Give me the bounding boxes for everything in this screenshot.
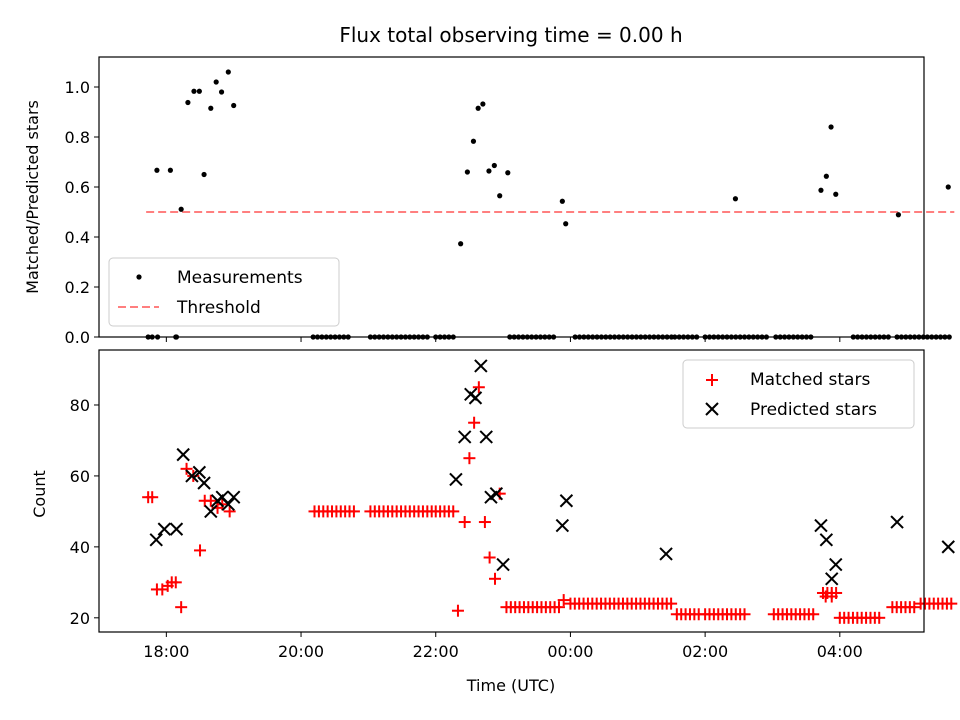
top-y-axis-label: Matched/Predicted stars (23, 100, 42, 294)
x-axis-label: Time (UTC) (466, 676, 555, 695)
measurement-point (480, 101, 485, 106)
predicted-star-point (150, 534, 162, 546)
measurement-point (560, 199, 565, 204)
bottom-y-tick-label: 20 (70, 609, 90, 628)
measurement-point (191, 89, 196, 94)
predicted-star-point (815, 520, 827, 532)
top-y-tick-label: 0.0 (65, 328, 90, 347)
measurement-point (219, 89, 224, 94)
measurement-point (201, 172, 206, 177)
measurement-point (492, 163, 497, 168)
top-y-tick-label: 0.2 (65, 278, 90, 297)
predicted-star-point (177, 449, 189, 461)
predicted-star-point (170, 523, 182, 535)
measurement-point (458, 241, 463, 246)
bottom-y-axis-label: Count (30, 470, 49, 518)
matched-star-point (452, 605, 464, 617)
matched-star-point (468, 417, 480, 429)
threshold-legend-label: Threshold (176, 298, 261, 318)
predicted-star-point (480, 431, 492, 443)
measurement-point (154, 168, 159, 173)
bottom-x-ticks: 18:00 20:00 22:00 00:00 02:00 04:00 (143, 632, 863, 661)
predicted-star-point (475, 360, 487, 372)
measurement-point (185, 100, 190, 105)
measurement-point (563, 221, 568, 226)
matched-legend-label: Matched stars (750, 370, 870, 390)
predicted-star-point (450, 473, 462, 485)
measurement-point (486, 168, 491, 173)
measurement-point (497, 193, 502, 198)
measurement-point (214, 79, 219, 84)
bottom-x-tick-label: 20:00 (278, 642, 324, 661)
measurement-point (733, 196, 738, 201)
top-y-tick-label: 0.6 (65, 178, 90, 197)
predicted-legend-label: Predicted stars (750, 400, 877, 420)
predicted-star-point (459, 431, 471, 443)
measurement-point (824, 174, 829, 179)
predicted-star-point (556, 520, 568, 532)
matched-star-point (463, 452, 475, 464)
matched-star-point (205, 495, 217, 507)
measurement-point (208, 106, 213, 111)
chart-title: Flux total observing time = 0.00 h (339, 23, 682, 47)
predicted-star-point (560, 495, 572, 507)
predicted-star-point (660, 548, 672, 560)
bottom-y-tick-label: 40 (70, 538, 90, 557)
bottom-x-tick-label: 18:00 (143, 642, 189, 661)
predicted-star-point (158, 523, 170, 535)
measurement-point (818, 188, 823, 193)
measurement-point (231, 103, 236, 108)
measurement-point (226, 69, 231, 74)
measurement-point (476, 106, 481, 111)
predicted-star-point (228, 491, 240, 503)
measurement-point (168, 168, 173, 173)
matched-star-point (459, 516, 471, 528)
top-y-tick-label: 0.8 (65, 128, 90, 147)
matched-star-point (479, 516, 491, 528)
measurement-point (505, 170, 510, 175)
predicted-star-point (198, 477, 210, 489)
bottom-x-tick-label: 02:00 (682, 642, 728, 661)
bottom-y-tick-label: 60 (70, 467, 90, 486)
measurements-legend-marker (136, 274, 141, 279)
predicted-star-point (820, 534, 832, 546)
predicted-star-point (942, 541, 954, 553)
matched-star-point (175, 601, 187, 613)
top-y-tick-label: 0.4 (65, 228, 90, 247)
bottom-x-tick-label: 22:00 (413, 642, 459, 661)
matched-star-point (181, 463, 193, 475)
measurements-legend-label: Measurements (177, 268, 303, 288)
measurement-point (197, 89, 202, 94)
predicted-star-point (205, 505, 217, 517)
measurement-point (179, 207, 184, 212)
matched-star-point (484, 552, 496, 564)
predicted-star-point (830, 559, 842, 571)
predicted-star-point (469, 392, 481, 404)
top-y-ticks: 0.0 0.2 0.4 0.6 0.8 1.0 (65, 78, 99, 347)
top-y-tick-label: 1.0 (65, 78, 90, 97)
predicted-star-point (891, 516, 903, 528)
bottom-legend: Matched stars Predicted stars (683, 360, 914, 428)
measurement-point (946, 184, 951, 189)
measurement-point (828, 124, 833, 129)
predicted-star-point (497, 559, 509, 571)
bottom-y-ticks: 20 40 60 80 (70, 396, 99, 628)
measurement-point (947, 334, 952, 339)
bottom-y-tick-label: 80 (70, 396, 90, 415)
measurement-point (833, 192, 838, 197)
measurement-point (896, 212, 901, 217)
measurement-point (471, 139, 476, 144)
bottom-x-tick-label: 00:00 (547, 642, 593, 661)
figure: Flux total observing time = 0.00 h 0.00.… (0, 0, 960, 720)
measurement-point (465, 169, 470, 174)
top-panel: 0.0 0.2 0.4 0.6 0.8 1.0 Matched/Predicted sta… (23, 57, 954, 347)
top-legend: Measurements Threshold (109, 258, 339, 326)
matched-star-point (194, 544, 206, 556)
predicted-star-point (826, 573, 838, 585)
bottom-x-tick-label: 04:00 (817, 642, 863, 661)
matched-star-point (489, 573, 501, 585)
